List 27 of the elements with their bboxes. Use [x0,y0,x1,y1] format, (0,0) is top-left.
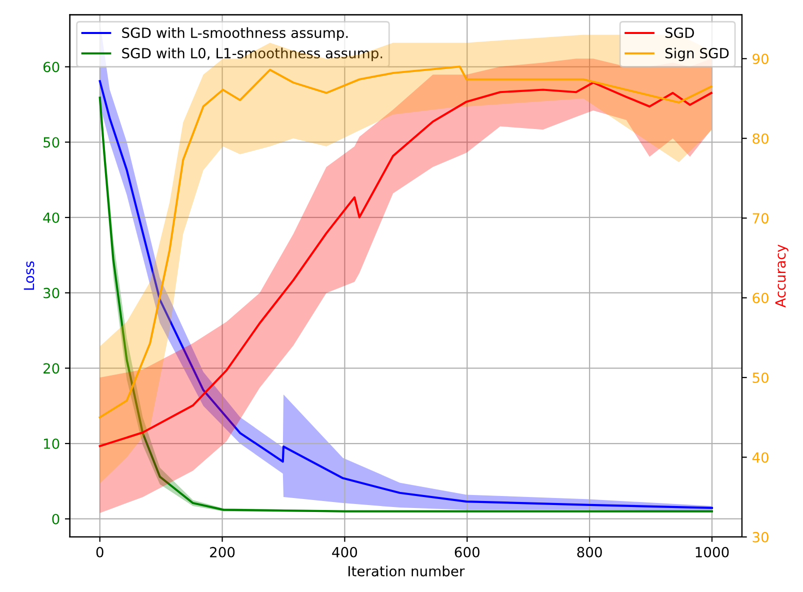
x-tick-label: 0 [96,546,104,558]
legend-label: SGD with L-smoothness assump. [122,27,348,41]
x-tick-label: 800 [577,546,602,558]
y2-tick-label: 40 [752,452,768,463]
y-tick-label: 40 [43,212,60,223]
x-tick-label: 400 [332,546,358,558]
x-tick-label: 200 [210,546,235,558]
y2-axis-title: Accuracy [775,244,788,308]
y-tick-label: 50 [44,137,60,148]
y-axis-title: Loss [24,261,34,290]
legend-label: SGD [665,28,694,38]
y-tick-label: 60 [43,62,60,72]
y-tick-label: 30 [44,288,60,298]
y-tick-label: 10 [44,438,60,449]
y2-tick-label: 70 [752,213,768,224]
legend-label: Sign SGD [665,48,729,62]
legend-label: SGD with L0, L1-smoothness assump. [122,48,382,62]
y-tick-label: 20 [43,363,60,374]
x-tick-label: 600 [454,546,480,558]
y2-tick-label: 30 [752,532,768,542]
y2-tick-label: 50 [752,372,768,383]
y2-tick-label: 90 [752,54,768,64]
y2-tick-label: 80 [752,133,768,144]
x-axis-title: Iteration number [348,566,465,576]
y-tick-label: 0 [52,514,60,524]
y2-tick-label: 60 [752,292,768,304]
x-tick-label: 1000 [696,546,729,558]
